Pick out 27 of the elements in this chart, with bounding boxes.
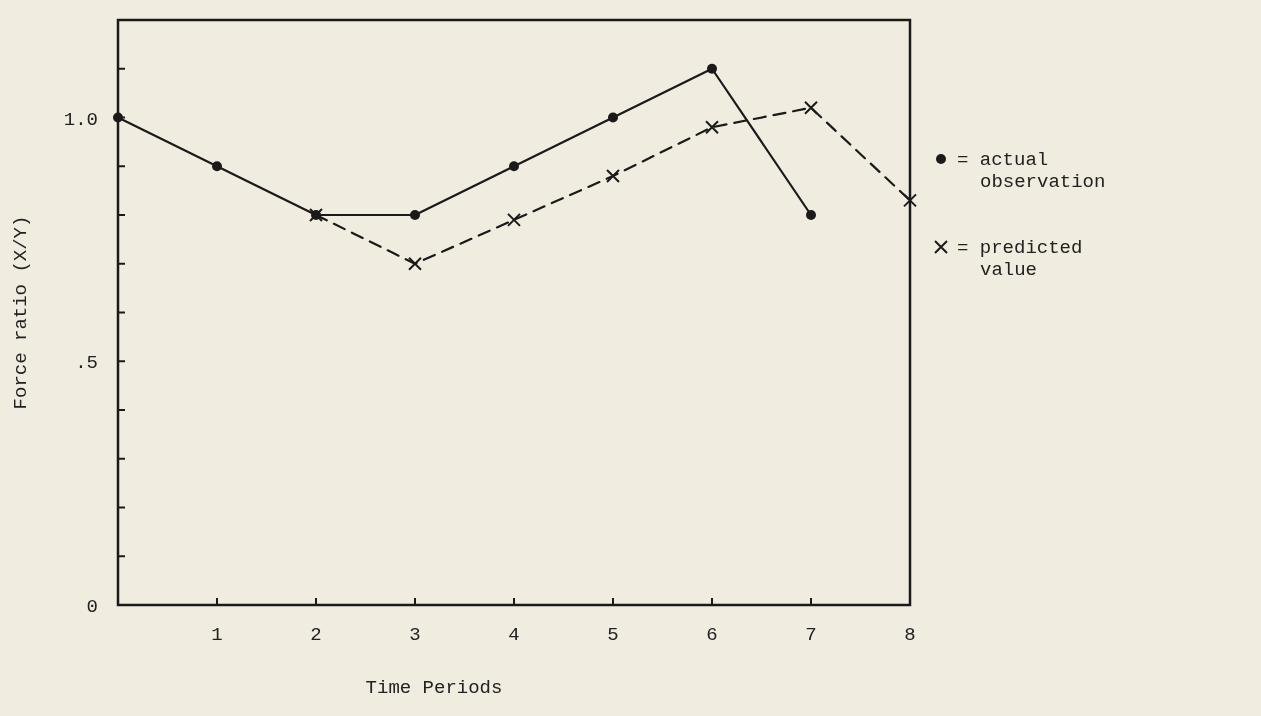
point — [410, 210, 420, 220]
point — [606, 169, 620, 183]
x-tick-label: 6 — [706, 624, 718, 646]
point — [707, 63, 717, 74]
y-tick-label: .5 — [75, 352, 98, 375]
x-tick-label: 3 — [409, 624, 421, 646]
point — [903, 193, 917, 208]
point — [806, 210, 816, 220]
legend-label: = actual observation — [957, 149, 1106, 193]
point — [408, 256, 422, 271]
x-tick-label: 8 — [904, 624, 916, 646]
point — [507, 212, 521, 227]
point — [212, 161, 222, 172]
x-tick-label: 4 — [508, 624, 520, 646]
x-tick-label: 7 — [805, 624, 817, 646]
y-tick-label: 1.0 — [63, 108, 98, 131]
legend-label: = predicted value — [957, 237, 1083, 281]
point — [804, 100, 818, 115]
point — [509, 161, 519, 172]
x-tick-label: 1 — [211, 624, 223, 646]
x-tick-label: 5 — [607, 624, 619, 646]
y-axis-title: Force ratio (X/Y) — [10, 215, 32, 410]
point — [705, 120, 719, 135]
point — [608, 112, 618, 123]
x-tick-label: 2 — [310, 624, 322, 646]
x-axis-title: Time Periods — [365, 677, 503, 699]
y-tick-label: 0 — [86, 596, 98, 618]
